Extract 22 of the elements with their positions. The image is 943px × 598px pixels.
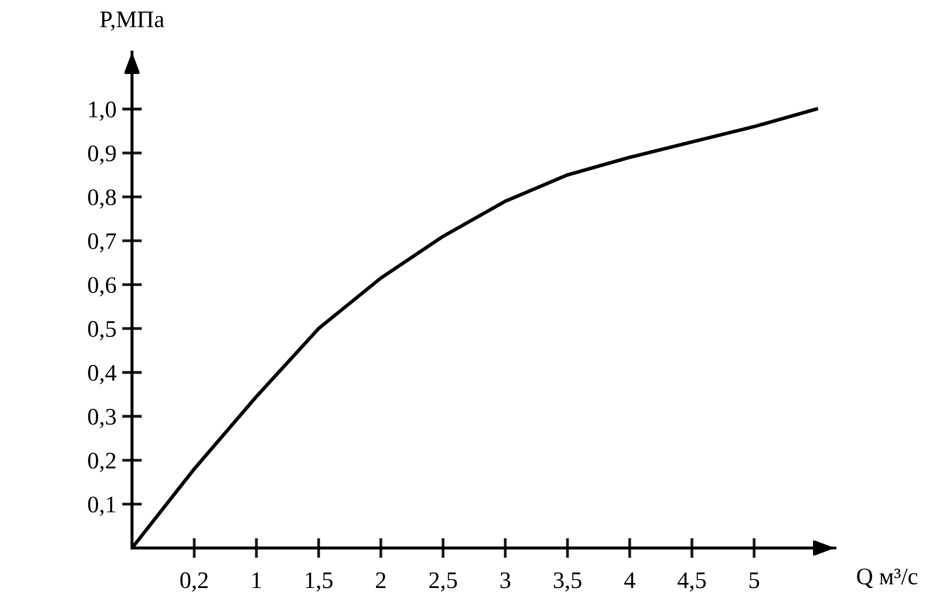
y-tick-label: 0,9 <box>88 145 116 165</box>
y-tick-label: 0,3 <box>88 408 116 428</box>
x-tick-label: 3 <box>500 572 510 588</box>
x-axis-title: Q м³/с <box>857 568 918 588</box>
y-axis-title: P,МПа <box>100 12 164 31</box>
y-tick-label: 0,6 <box>88 277 116 296</box>
y-tick-label: 0,4 <box>88 364 116 384</box>
x-tick-label: 2 <box>376 572 386 588</box>
x-tick-label: 0,2 <box>180 572 208 592</box>
x-tick-label: 1 <box>252 572 261 588</box>
x-tick-label: 4 <box>624 572 636 588</box>
x-tick-label: 2,5 <box>429 572 457 592</box>
y-tick-label: 0,8 <box>88 189 116 209</box>
x-tick-label: 5 <box>750 572 760 588</box>
x-tick-label: 1,5 <box>306 572 332 592</box>
y-tick-label: 0,1 <box>88 496 116 516</box>
y-tick-label: 1,0 <box>89 102 116 121</box>
y-tick-label: 0,2 <box>88 452 116 472</box>
y-tick-label: 0,5 <box>88 321 116 340</box>
y-tick-label: 0,7 <box>88 233 116 253</box>
x-tick-label: 3,5 <box>554 572 582 592</box>
x-tick-label: 4,5 <box>678 572 706 592</box>
